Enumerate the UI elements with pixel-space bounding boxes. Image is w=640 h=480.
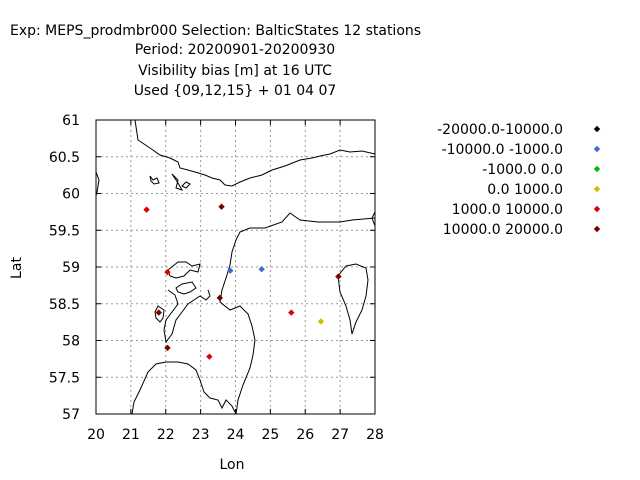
y-tick-label: 60 (62, 187, 80, 203)
x-tick-label: 22 (157, 427, 175, 443)
data-point (216, 294, 224, 302)
legend-label: -20000.0-10000.0 (437, 122, 563, 138)
grid-lines (96, 120, 375, 414)
y-tick-label: 57.5 (49, 370, 80, 386)
data-point (164, 268, 171, 276)
x-tick-label: 28 (366, 427, 384, 443)
x-tick-label: 26 (296, 427, 314, 443)
legend-marker (593, 205, 601, 213)
data-point (155, 309, 162, 316)
header-line-2: Period: 20200901-20200930 (135, 42, 335, 58)
legend-marker (593, 125, 601, 133)
y-tick-label: 57 (62, 407, 80, 423)
legend-label: 0.0 1000.0 (487, 182, 563, 198)
data-point (317, 318, 325, 325)
data-points (143, 203, 342, 360)
data-point (206, 353, 213, 360)
data-point (288, 309, 295, 316)
legend-label: 10000.0 20000.0 (443, 222, 563, 238)
data-point (164, 344, 171, 352)
x-tick-label: 25 (261, 427, 279, 443)
x-tick-label: 27 (331, 427, 349, 443)
y-tick-label: 61 (62, 113, 80, 129)
data-point (227, 267, 234, 274)
x-tick-label: 20 (87, 427, 105, 443)
data-point (143, 206, 150, 213)
y-axis-label: Lat (9, 257, 25, 279)
axis-ticks: 20 21 22 23 24 25 26 27 28 57 57.5 58 58.5 59 59.5 60 60… (49, 113, 384, 443)
data-point (218, 203, 225, 210)
header-line-3: Visibility bias [m] at 16 UTC (138, 63, 332, 79)
legend-label: -1000.0 0.0 (482, 162, 563, 178)
x-tick-label: 24 (227, 427, 245, 443)
y-tick-label: 58.5 (49, 297, 80, 313)
y-tick-label: 59.5 (49, 223, 80, 239)
legend-label: -10000.0 -1000.0 (442, 142, 563, 158)
x-tick-label: 23 (192, 427, 210, 443)
legend: -20000.0-10000.0 -10000.0 -1000.0 -1000.0 … (437, 122, 601, 238)
legend-marker (593, 165, 601, 173)
x-axis-label: Lon (220, 457, 245, 473)
data-point (335, 273, 342, 280)
legend-label: 1000.0 10000.0 (452, 202, 563, 218)
y-tick-label: 58 (62, 334, 80, 350)
y-tick-label: 59 (62, 260, 80, 276)
header-line-4: Used {09,12,15} + 01 04 07 (134, 83, 337, 99)
legend-marker (593, 185, 601, 193)
y-tick-label: 60.5 (49, 150, 80, 166)
header-line-1: Exp: MEPS_prodmbr000 Selection: BalticSt… (10, 23, 421, 39)
x-tick-label: 21 (122, 427, 140, 443)
data-point (258, 266, 265, 273)
legend-marker (593, 145, 601, 153)
legend-marker (593, 225, 601, 233)
